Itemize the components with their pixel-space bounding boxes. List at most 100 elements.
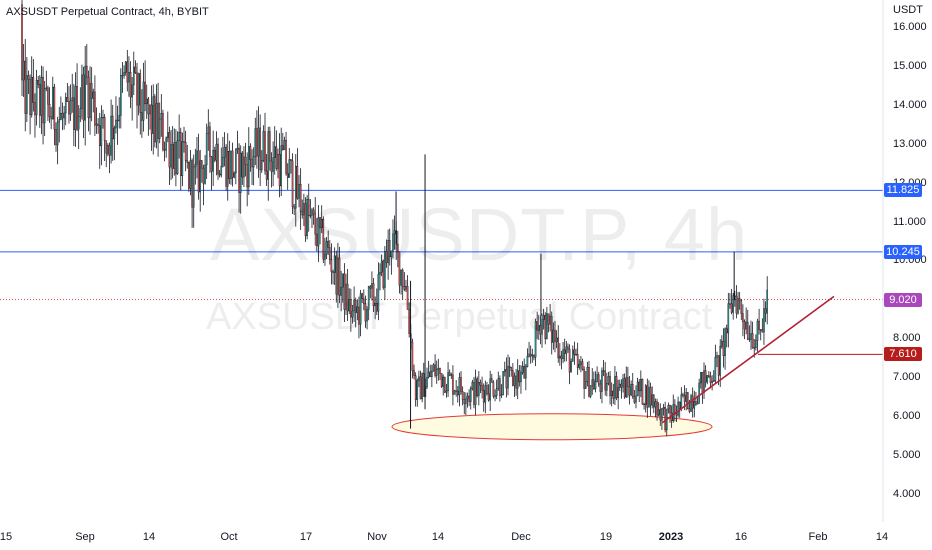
candle-body bbox=[43, 88, 46, 124]
candle-body bbox=[260, 160, 263, 171]
candle-body bbox=[301, 211, 304, 216]
candle-body bbox=[282, 145, 284, 151]
candle-body bbox=[47, 87, 49, 105]
last-price-tag[interactable]: 9.020 bbox=[884, 292, 922, 307]
candle-body bbox=[604, 370, 606, 391]
candle-body bbox=[491, 378, 493, 383]
candle-body bbox=[599, 383, 602, 392]
candle-body bbox=[42, 76, 44, 124]
candle-body bbox=[48, 103, 51, 117]
candle-body bbox=[725, 328, 728, 334]
candle-body bbox=[735, 295, 738, 314]
candle-body bbox=[361, 293, 364, 299]
candle-body bbox=[35, 80, 38, 116]
time-tick: 19 bbox=[599, 531, 613, 543]
candle-body bbox=[162, 113, 164, 150]
candle-body bbox=[317, 217, 320, 247]
candle-body bbox=[533, 354, 535, 358]
candle-body bbox=[100, 117, 103, 147]
support-zone-ellipse[interactable] bbox=[391, 413, 713, 441]
candle-body bbox=[675, 413, 678, 416]
candle-body bbox=[165, 137, 167, 151]
level-tag-11825[interactable]: 11.825 bbox=[884, 183, 922, 198]
candle-body bbox=[479, 382, 482, 386]
level-tag-10245[interactable]: 10.245 bbox=[884, 244, 922, 259]
candle-body bbox=[575, 353, 577, 356]
candle-body bbox=[256, 128, 258, 157]
candle-body bbox=[377, 274, 380, 312]
candle-body bbox=[69, 100, 72, 115]
candle-body bbox=[500, 394, 503, 396]
candle-body bbox=[570, 361, 572, 373]
candle-body bbox=[549, 315, 551, 325]
candle-body bbox=[709, 376, 712, 383]
candle-body bbox=[137, 73, 140, 106]
candle-body bbox=[474, 378, 477, 405]
candle-body bbox=[606, 383, 608, 391]
candle-body bbox=[116, 119, 119, 122]
candle-body bbox=[487, 393, 490, 401]
candle-body bbox=[520, 372, 522, 383]
candle-body bbox=[641, 378, 644, 405]
candle-body bbox=[385, 251, 388, 264]
candle-body bbox=[602, 370, 605, 372]
candle-body bbox=[123, 72, 125, 76]
candle-body bbox=[175, 142, 177, 175]
candle-body bbox=[379, 272, 381, 275]
candle-body bbox=[319, 217, 321, 229]
candle-body bbox=[340, 286, 342, 296]
candle-body bbox=[696, 402, 699, 405]
candle-body bbox=[306, 199, 308, 236]
candle-body bbox=[176, 140, 179, 175]
candle-body bbox=[534, 321, 537, 358]
candle-body bbox=[220, 166, 223, 176]
candle-body bbox=[79, 108, 82, 117]
watermark-description: AXSUSDT Perpetual Contract bbox=[206, 296, 713, 338]
candle-body bbox=[55, 129, 57, 146]
candle-body bbox=[252, 156, 255, 168]
candle-body bbox=[269, 131, 271, 162]
candle-body bbox=[687, 392, 689, 409]
price-tick: 13.000 bbox=[893, 137, 927, 150]
candle-body bbox=[124, 61, 127, 73]
candle-body bbox=[257, 127, 260, 157]
candle-body bbox=[66, 97, 69, 102]
candle-body bbox=[303, 203, 305, 216]
candle-body bbox=[403, 285, 406, 290]
candle-body bbox=[231, 150, 234, 178]
candle-body bbox=[748, 338, 751, 340]
marker-price-tag[interactable]: 7.610 bbox=[884, 347, 922, 362]
time-tick: Sep bbox=[75, 531, 95, 543]
candle-body bbox=[704, 370, 707, 383]
candle-body bbox=[178, 131, 180, 142]
candle-body bbox=[521, 366, 524, 373]
trendline[interactable] bbox=[661, 295, 835, 424]
candle-body bbox=[596, 374, 598, 382]
candle-body bbox=[126, 61, 129, 83]
candle-body bbox=[27, 75, 30, 80]
candle-body bbox=[188, 162, 190, 189]
candle-body bbox=[426, 376, 428, 388]
candle-body bbox=[478, 382, 480, 396]
candle-body bbox=[636, 381, 639, 397]
candle-body bbox=[743, 321, 746, 330]
candle-body bbox=[447, 372, 449, 392]
candle-body bbox=[751, 333, 754, 348]
candle-body bbox=[695, 401, 697, 405]
candle-body bbox=[526, 356, 529, 367]
candle-body bbox=[384, 251, 386, 288]
candle-body bbox=[184, 142, 187, 161]
candle-body bbox=[348, 299, 351, 312]
candle-body bbox=[235, 149, 237, 174]
candle-body bbox=[677, 401, 679, 416]
time-tick: Dec bbox=[511, 531, 531, 543]
candle-body bbox=[134, 66, 137, 74]
candle-body bbox=[202, 167, 205, 184]
candle-body bbox=[157, 102, 159, 139]
candle-body bbox=[283, 140, 286, 151]
candle-body bbox=[363, 298, 365, 304]
candle-body bbox=[228, 151, 231, 180]
candle-body bbox=[648, 387, 650, 408]
chart-title: AXSUSDT Perpetual Contract, 4h, BYBIT bbox=[6, 6, 209, 18]
